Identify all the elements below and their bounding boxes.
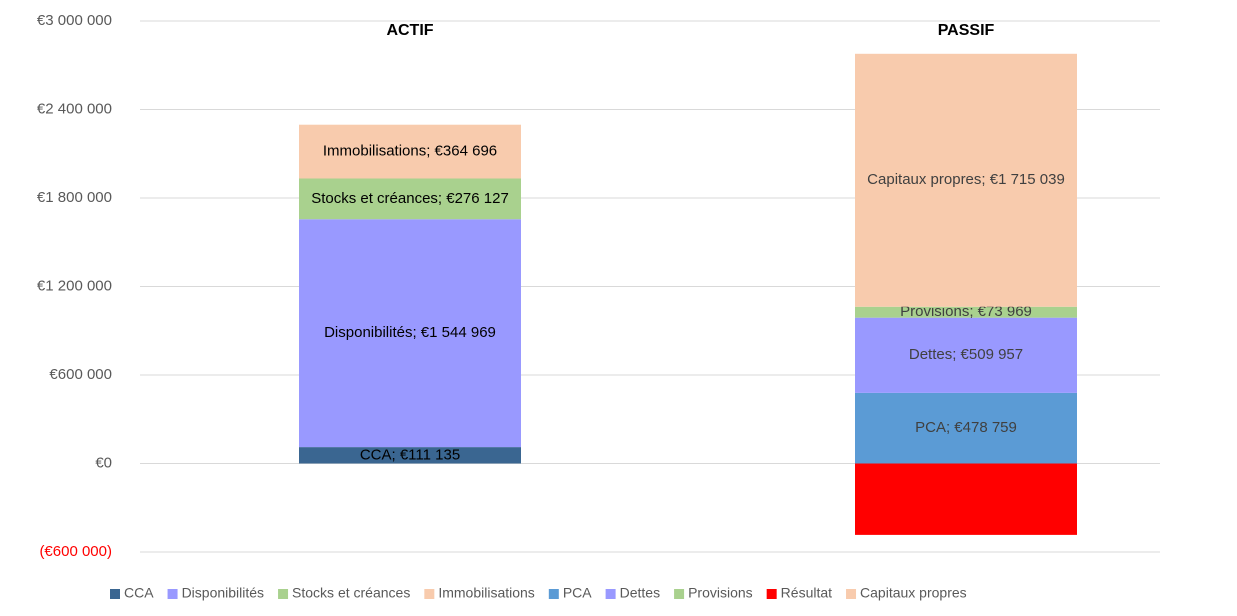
data-label: Capitaux propres; €1 715 039 [867, 171, 1065, 188]
data-label: PCA; €478 759 [915, 419, 1017, 436]
legend-label: CCA [124, 585, 154, 601]
legend-swatch [424, 589, 435, 599]
legend-label: Stocks et créances [292, 585, 410, 601]
legend-label: Résultat [781, 585, 832, 601]
legend-label: Provisions [688, 585, 753, 601]
y-tick-label: (€600 000) [39, 543, 112, 560]
bar-segment [299, 178, 521, 220]
y-tick-label: €600 000 [49, 366, 112, 383]
bar-segment [855, 53, 1077, 307]
y-tick-label: €1 800 000 [37, 189, 112, 206]
data-label: Stocks et créances; €276 127 [311, 190, 509, 207]
legend-swatch [167, 589, 178, 599]
y-tick-label: €2 400 000 [37, 100, 112, 117]
legend-label: Capitaux propres [860, 585, 967, 601]
bar-segment [299, 447, 521, 464]
legend-swatch [846, 589, 857, 599]
legend-swatch [674, 589, 685, 599]
legend-label: PCA [563, 585, 592, 601]
data-label: Dettes; €509 957 [909, 346, 1023, 363]
legend-label: Disponibilités [182, 585, 264, 601]
legend-swatch [278, 589, 289, 599]
legend-swatch [605, 589, 616, 599]
legend-swatch [110, 589, 120, 599]
y-tick-label: €3 000 000 [37, 12, 112, 29]
data-label: Provisions; €73 969 [900, 303, 1032, 320]
data-label: CCA; €111 135 [360, 446, 460, 463]
legend-label: Dettes [620, 585, 660, 601]
bar-segment [299, 124, 521, 179]
y-tick-label: €0 [95, 454, 112, 471]
bar-segment [855, 392, 1077, 464]
category-label: PASSIF [938, 22, 995, 39]
legend-label: Immobilisations [438, 585, 534, 601]
bar-segment [855, 317, 1077, 393]
legend-swatch [766, 589, 777, 599]
bar-segment [855, 306, 1077, 318]
bar-segment [855, 463, 1077, 535]
category-label: ACTIF [386, 22, 433, 39]
bar-segment [299, 219, 521, 448]
data-label: Immobilisations; €364 696 [323, 143, 497, 160]
legend-swatch [548, 589, 559, 599]
y-tick-label: €1 200 000 [37, 277, 112, 294]
data-label: Disponibilités; €1 544 969 [324, 324, 496, 341]
